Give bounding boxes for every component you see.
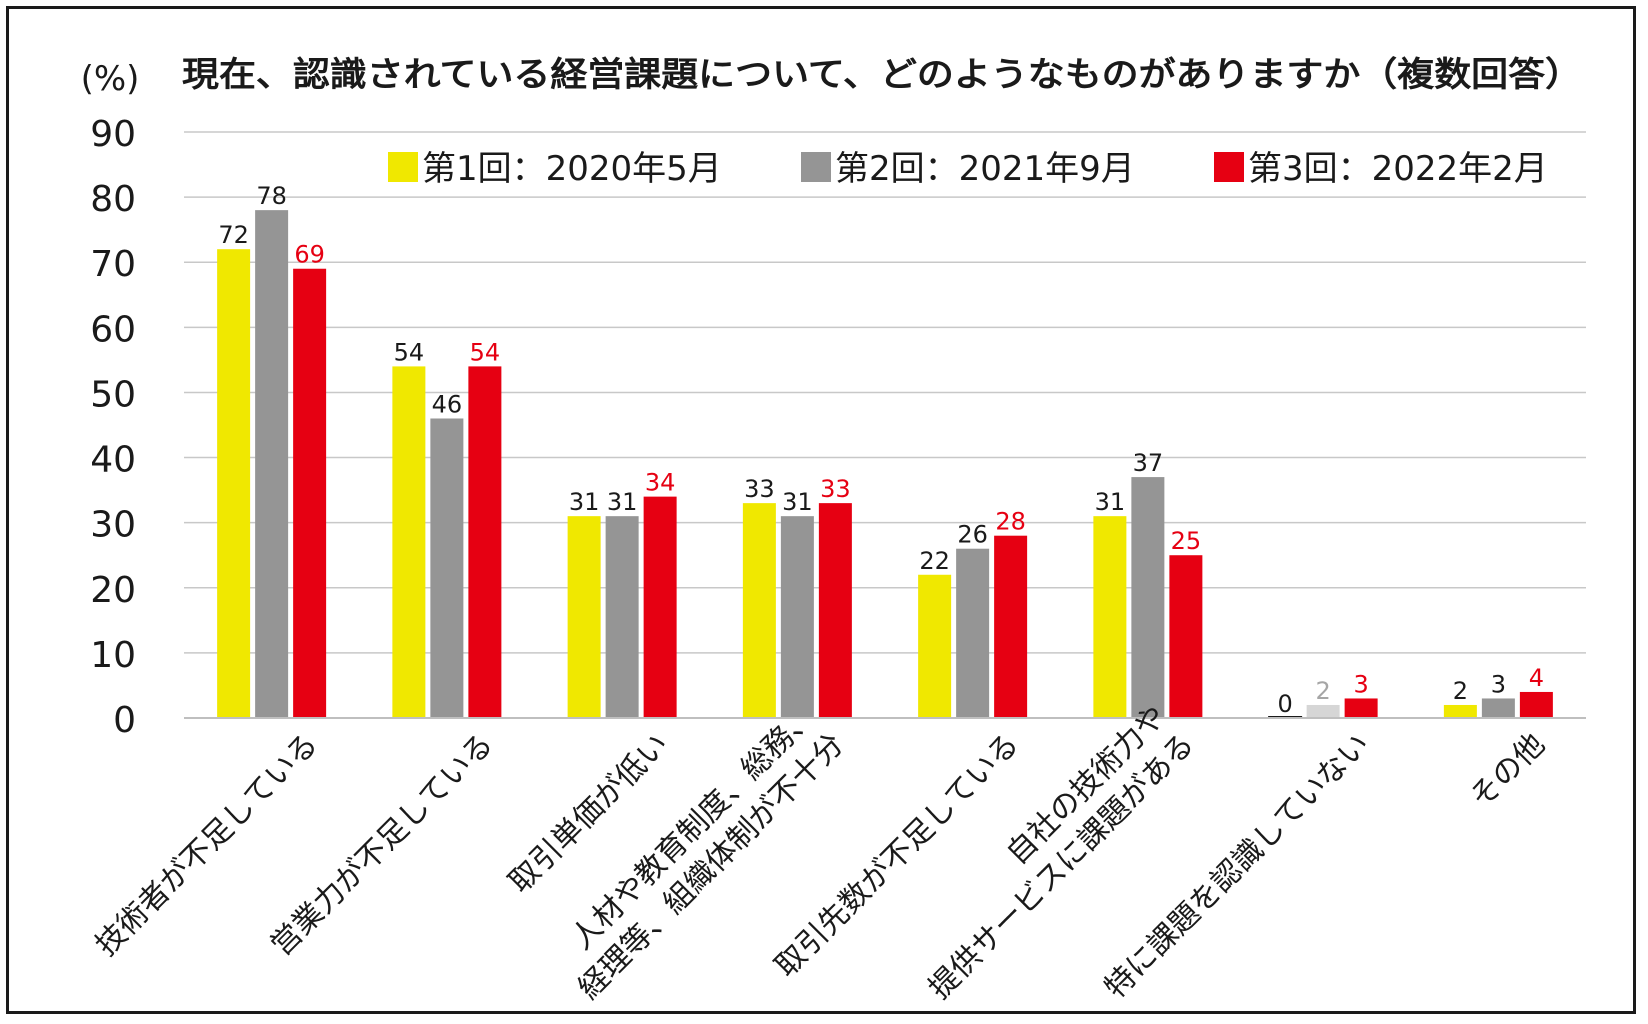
y-tick-label: 80: [90, 179, 136, 220]
data-label: 2: [1453, 677, 1468, 705]
data-label: 26: [957, 521, 988, 549]
data-label: 72: [218, 221, 249, 249]
bar: [293, 268, 327, 718]
data-label: 28: [995, 508, 1026, 536]
legend-label: 第1回：2020年5月: [422, 149, 722, 189]
bar: [956, 548, 990, 718]
data-label: 31: [569, 488, 600, 516]
bar: [430, 418, 464, 718]
bar: [643, 496, 677, 718]
data-label: 33: [820, 475, 851, 503]
data-label: 31: [1095, 488, 1126, 516]
category-label-line: その他: [1464, 727, 1552, 815]
data-label: 34: [645, 469, 676, 497]
bar: [918, 574, 952, 718]
data-label: 0: [1277, 690, 1292, 718]
bar: [742, 503, 776, 718]
bar: [605, 516, 639, 718]
data-label: 31: [607, 488, 638, 516]
data-label: 25: [1171, 527, 1202, 555]
data-label: 22: [919, 547, 950, 575]
bar: [1344, 698, 1378, 718]
bars: [217, 210, 1553, 719]
data-label: 54: [470, 338, 501, 366]
y-tick-label: 0: [113, 700, 136, 741]
bar: [1443, 704, 1477, 718]
y-tick-label: 10: [90, 635, 136, 676]
y-tick-label: 60: [90, 309, 136, 350]
bar: [1093, 516, 1127, 718]
y-tick-label: 70: [90, 244, 136, 285]
y-tick-label: 20: [90, 570, 136, 611]
bar: [1169, 555, 1203, 718]
bar: [217, 249, 251, 718]
legend-swatch: [1214, 152, 1244, 182]
category-label: その他: [1464, 727, 1552, 815]
y-axis-unit-label: (%): [81, 59, 140, 99]
bar: [567, 516, 601, 718]
bar: [1306, 704, 1340, 718]
data-label: 4: [1529, 664, 1544, 692]
legend-label: 第3回：2022年2月: [1248, 149, 1548, 189]
data-label: 69: [294, 241, 325, 269]
data-label: 33: [744, 475, 775, 503]
bar: [468, 366, 502, 718]
legend-swatch: [388, 152, 418, 182]
bar: [1519, 691, 1553, 718]
bar: [255, 210, 289, 718]
legend-swatch: [801, 152, 831, 182]
data-label: 78: [256, 182, 287, 210]
bar: [392, 366, 426, 718]
data-label: 46: [432, 390, 463, 418]
legend-label: 第2回：2021年9月: [835, 149, 1135, 189]
bar: [1131, 477, 1165, 718]
data-label: 3: [1491, 670, 1506, 698]
data-label: 37: [1133, 449, 1164, 477]
chart-title: 現在、認識されている経営課題について、どのようなものがありますか（複数回答）: [182, 55, 1582, 95]
legend: 第1回：2020年5月 第2回：2021年9月 第3回：2022年2月: [388, 149, 1548, 189]
bar: [780, 516, 814, 718]
y-tick-label: 30: [90, 505, 136, 546]
data-label: 3: [1353, 670, 1368, 698]
data-label: 31: [782, 488, 813, 516]
y-axis-ticks: 0 10 20 30 40 50 60 70 80 90: [90, 114, 136, 741]
data-label: 2: [1315, 677, 1330, 705]
y-tick-label: 50: [90, 374, 136, 415]
category-label-line: 人材や教育制度、総務、: [565, 699, 823, 957]
y-tick-label: 90: [90, 114, 136, 155]
data-label: 54: [394, 338, 425, 366]
bar: [1481, 698, 1515, 718]
bar: [818, 503, 852, 718]
y-tick-label: 40: [90, 440, 136, 481]
bar: [994, 535, 1028, 718]
